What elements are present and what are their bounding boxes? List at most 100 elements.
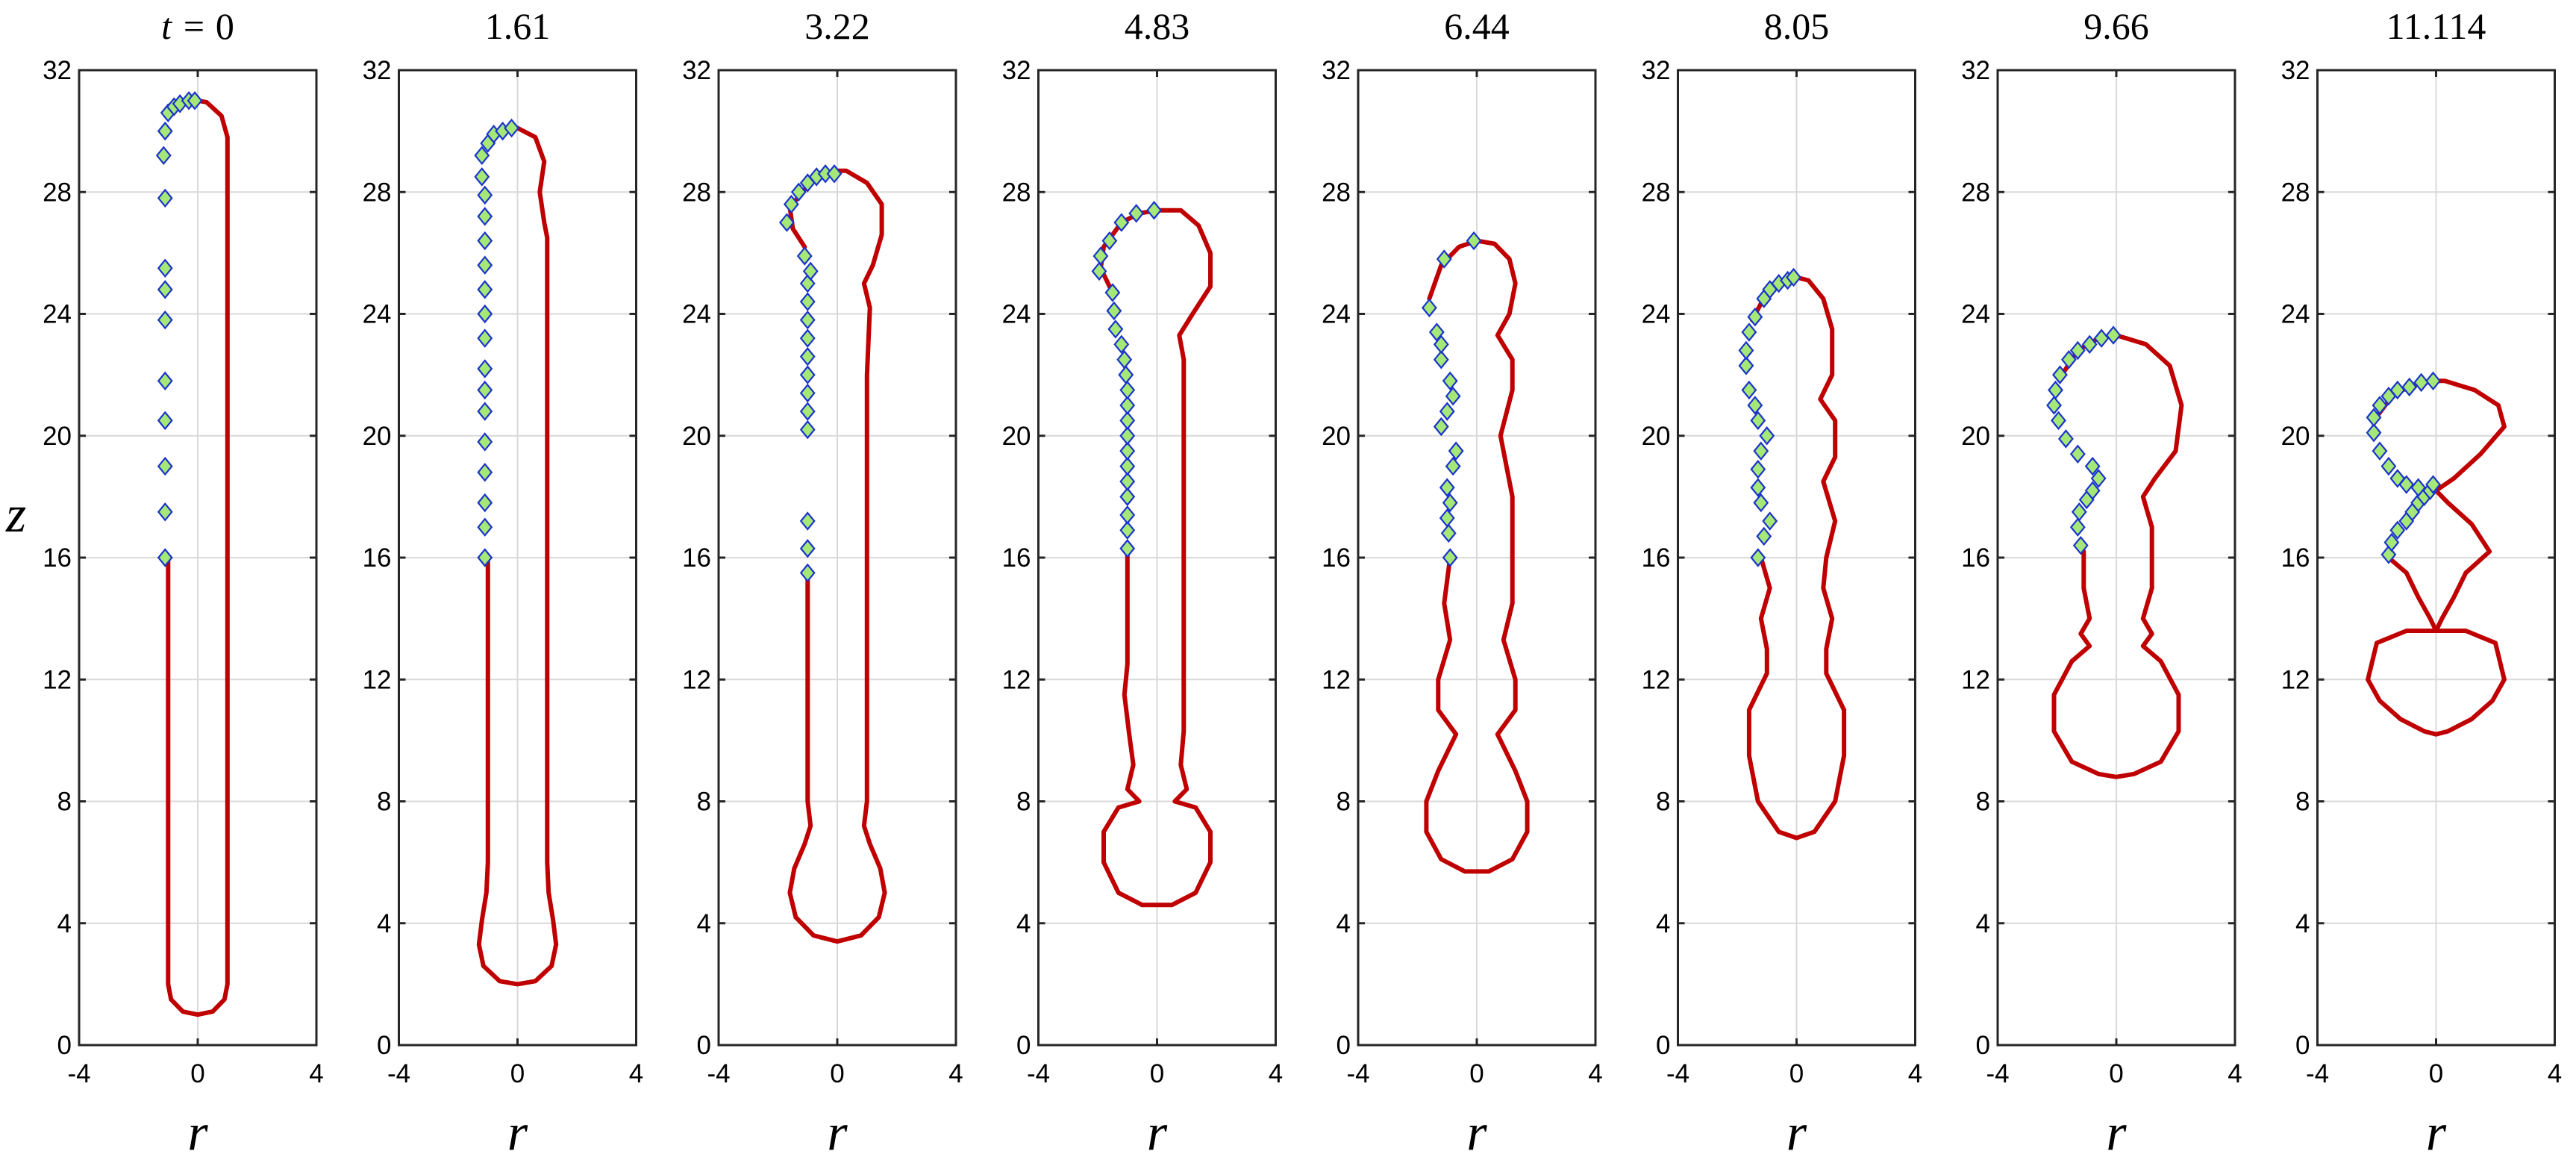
- y-tick-label: 24: [43, 300, 72, 329]
- y-tick-label: 24: [1642, 300, 1671, 329]
- data-marker: [1753, 441, 1769, 461]
- x-tick-label: -4: [1986, 1059, 2009, 1088]
- y-tick-label: 4: [697, 909, 711, 938]
- y-tick-label: 12: [682, 665, 711, 694]
- y-tick-label: 16: [1642, 543, 1671, 573]
- y-tick-label: 24: [1961, 300, 1990, 329]
- y-tick-label: 8: [377, 788, 391, 817]
- y-tick-label: 12: [1002, 665, 1031, 694]
- y-tick-label: 8: [1016, 788, 1031, 817]
- data-marker: [477, 231, 493, 251]
- data-marker: [477, 493, 493, 513]
- data-marker: [1786, 267, 1801, 287]
- panel-title-variable: t =: [161, 5, 216, 47]
- y-tick-label: 4: [377, 909, 391, 938]
- y-tick-label: 12: [43, 665, 72, 694]
- data-marker: [477, 185, 493, 205]
- data-marker: [157, 280, 173, 299]
- x-tick-label: -4: [67, 1059, 90, 1088]
- y-tick-label: 20: [43, 422, 72, 451]
- data-marker: [157, 548, 173, 567]
- x-axis-label: r: [2106, 1104, 2127, 1162]
- data-marker: [1750, 411, 1766, 431]
- x-axis-label: r: [1466, 1104, 1487, 1162]
- y-tick-label: 4: [1337, 909, 1351, 938]
- x-tick-label: 4: [2228, 1059, 2242, 1088]
- data-marker: [477, 328, 493, 348]
- interface-curve: [2372, 378, 2507, 633]
- y-tick-label: 12: [1642, 665, 1671, 694]
- x-tick-label: 4: [309, 1059, 323, 1088]
- data-marker: [826, 164, 842, 184]
- data-marker: [790, 182, 807, 202]
- data-marker: [2413, 373, 2430, 393]
- data-marker: [2425, 475, 2441, 494]
- y-tick-label: 32: [1961, 56, 1990, 85]
- data-marker: [477, 432, 493, 452]
- y-tick-label: 28: [2281, 178, 2310, 207]
- data-marker: [1433, 349, 1449, 370]
- data-marker: [474, 167, 490, 187]
- y-tick-label: 20: [1961, 422, 1990, 451]
- data-marker: [799, 328, 816, 348]
- x-tick-label: 0: [2109, 1059, 2123, 1088]
- data-marker: [2425, 371, 2441, 391]
- data-marker: [779, 213, 795, 232]
- y-tick-label: 0: [1337, 1031, 1351, 1060]
- y-tick-label: 4: [1976, 909, 1990, 938]
- data-marker: [2366, 423, 2382, 443]
- data-marker: [1466, 231, 1482, 251]
- y-tick-label: 4: [1656, 909, 1670, 938]
- data-marker: [799, 292, 816, 311]
- data-marker: [1750, 478, 1766, 497]
- y-tick-label: 16: [1961, 543, 1990, 573]
- data-marker: [2046, 396, 2062, 415]
- data-marker: [504, 118, 519, 138]
- interface-curve: [166, 98, 230, 1017]
- x-tick-label: -4: [707, 1059, 730, 1088]
- y-tick-label: 8: [697, 788, 711, 817]
- data-marker: [2051, 411, 2066, 431]
- y-tick-label: 8: [1656, 788, 1670, 817]
- data-marker: [2048, 380, 2063, 400]
- data-marker: [157, 371, 173, 391]
- x-tick-label: 0: [1150, 1059, 1164, 1088]
- data-marker: [2383, 532, 2400, 552]
- data-marker: [2072, 535, 2089, 555]
- panel-title: 9.66: [2083, 5, 2149, 47]
- y-tick-label: 0: [377, 1031, 391, 1060]
- data-marker: [1107, 320, 1124, 339]
- data-marker: [2069, 444, 2086, 464]
- data-marker: [2380, 456, 2397, 476]
- data-marker: [1753, 493, 1769, 513]
- data-marker: [1440, 523, 1457, 543]
- x-tick-label: -4: [1666, 1059, 1689, 1088]
- data-marker: [477, 280, 493, 299]
- interface-curve: [787, 168, 887, 944]
- data-marker: [2401, 377, 2418, 397]
- y-tick-label: 20: [1002, 422, 1031, 451]
- y-tick-label: 28: [1961, 178, 1990, 207]
- data-marker: [1101, 231, 1118, 251]
- interface-curve: [1424, 238, 1530, 874]
- data-marker: [1747, 307, 1763, 327]
- data-marker: [2071, 502, 2087, 522]
- data-marker: [157, 310, 173, 330]
- x-tick-label: 4: [1908, 1059, 1922, 1088]
- x-axis-label: r: [2426, 1104, 2447, 1162]
- panel-title: 1.61: [485, 5, 551, 47]
- data-marker: [1119, 380, 1136, 400]
- y-tick-label: 24: [2281, 300, 2310, 329]
- data-marker: [1106, 301, 1122, 321]
- y-axis-label: z: [5, 486, 26, 543]
- data-marker: [477, 304, 493, 324]
- interface-curve: [476, 125, 559, 987]
- data-marker: [1091, 261, 1107, 281]
- data-marker: [799, 563, 816, 583]
- y-tick-label: 20: [1642, 422, 1671, 451]
- x-axis-label: r: [1786, 1104, 1807, 1162]
- data-marker: [1118, 365, 1134, 384]
- data-marker: [1104, 283, 1121, 302]
